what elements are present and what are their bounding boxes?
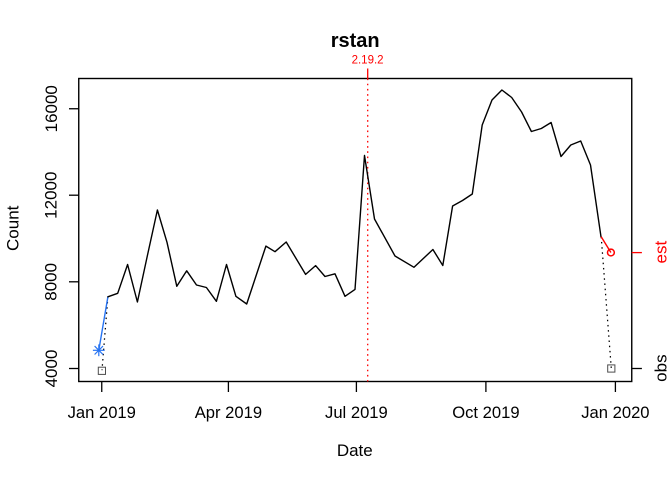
svg-text:est: est	[652, 240, 671, 263]
svg-text:rstan: rstan	[331, 30, 380, 52]
svg-text:Oct 2019: Oct 2019	[452, 403, 519, 422]
svg-text:Apr 2019: Apr 2019	[195, 403, 262, 422]
svg-text:Jul 2019: Jul 2019	[325, 403, 388, 422]
svg-text:Jan 2019: Jan 2019	[68, 403, 136, 422]
svg-text:16000: 16000	[42, 85, 61, 132]
svg-text:Date: Date	[337, 441, 373, 460]
svg-text:2.19.2: 2.19.2	[352, 55, 384, 67]
svg-text:Jan 2020: Jan 2020	[581, 403, 649, 422]
svg-text:obs: obs	[651, 354, 670, 381]
svg-text:4000: 4000	[42, 350, 61, 388]
svg-text:Count: Count	[3, 205, 22, 251]
svg-text:8000: 8000	[42, 263, 61, 301]
svg-text:12000: 12000	[42, 172, 61, 219]
